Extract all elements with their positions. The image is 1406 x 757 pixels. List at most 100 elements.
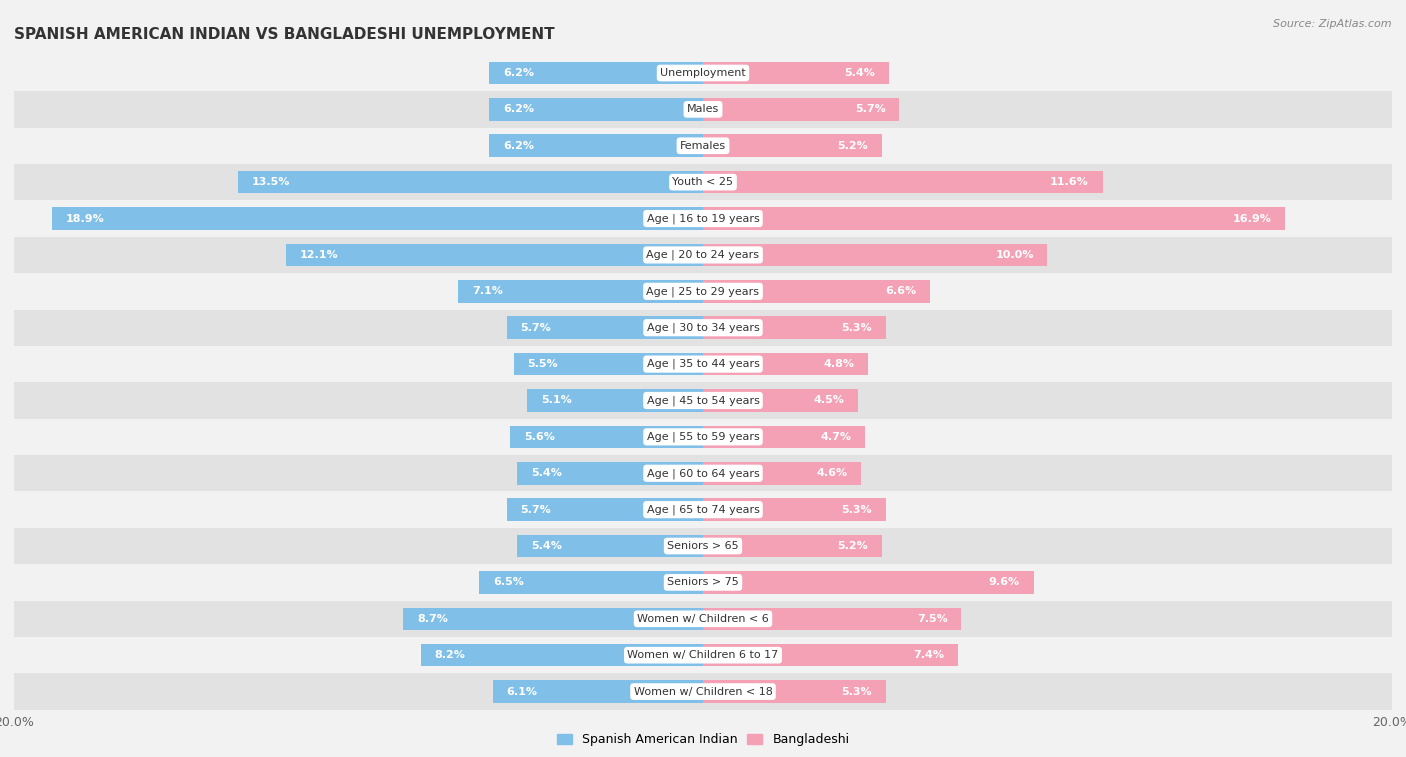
Text: Age | 55 to 59 years: Age | 55 to 59 years [647, 431, 759, 442]
Text: 5.4%: 5.4% [531, 469, 561, 478]
Bar [703, 462, 862, 484]
Bar [703, 534, 882, 557]
Bar [703, 644, 957, 666]
Bar [517, 462, 703, 484]
Bar [703, 498, 886, 521]
Bar [52, 207, 703, 230]
Bar [14, 346, 1392, 382]
Bar [489, 62, 703, 84]
Text: Age | 35 to 44 years: Age | 35 to 44 years [647, 359, 759, 369]
Text: 16.9%: 16.9% [1233, 213, 1271, 223]
Text: 13.5%: 13.5% [252, 177, 290, 187]
Bar [703, 425, 865, 448]
Bar [703, 608, 962, 630]
Text: Females: Females [681, 141, 725, 151]
Bar [703, 62, 889, 84]
Bar [14, 164, 1392, 201]
Bar [513, 353, 703, 375]
Bar [14, 237, 1392, 273]
Text: Women w/ Children < 18: Women w/ Children < 18 [634, 687, 772, 696]
Text: 6.2%: 6.2% [503, 141, 534, 151]
Text: Unemployment: Unemployment [661, 68, 745, 78]
Bar [703, 353, 869, 375]
Text: 5.3%: 5.3% [841, 687, 872, 696]
Text: 4.6%: 4.6% [817, 469, 848, 478]
Text: 5.3%: 5.3% [841, 322, 872, 333]
Bar [703, 207, 1285, 230]
Bar [14, 600, 1392, 637]
Text: Age | 25 to 29 years: Age | 25 to 29 years [647, 286, 759, 297]
Text: 10.0%: 10.0% [995, 250, 1033, 260]
Bar [14, 455, 1392, 491]
Text: 8.7%: 8.7% [418, 614, 449, 624]
Bar [14, 674, 1392, 710]
Text: Age | 45 to 54 years: Age | 45 to 54 years [647, 395, 759, 406]
Text: 7.5%: 7.5% [917, 614, 948, 624]
Bar [703, 316, 886, 339]
Text: Women w/ Children 6 to 17: Women w/ Children 6 to 17 [627, 650, 779, 660]
Text: 8.2%: 8.2% [434, 650, 465, 660]
Bar [703, 244, 1047, 266]
Bar [14, 419, 1392, 455]
Text: 4.5%: 4.5% [813, 395, 844, 406]
Text: 7.1%: 7.1% [472, 286, 503, 296]
Text: Source: ZipAtlas.com: Source: ZipAtlas.com [1274, 19, 1392, 29]
Bar [489, 98, 703, 120]
Text: 5.2%: 5.2% [838, 541, 869, 551]
Bar [14, 528, 1392, 564]
Bar [703, 571, 1033, 593]
Text: 9.6%: 9.6% [988, 578, 1019, 587]
Text: 4.7%: 4.7% [820, 431, 851, 442]
Bar [506, 498, 703, 521]
Bar [287, 244, 703, 266]
Text: Seniors > 75: Seniors > 75 [666, 578, 740, 587]
Bar [703, 280, 931, 303]
Text: Age | 60 to 64 years: Age | 60 to 64 years [647, 468, 759, 478]
Text: Males: Males [688, 104, 718, 114]
Bar [14, 128, 1392, 164]
Bar [14, 91, 1392, 128]
Bar [527, 389, 703, 412]
Text: Age | 65 to 74 years: Age | 65 to 74 years [647, 504, 759, 515]
Text: 5.2%: 5.2% [838, 141, 869, 151]
Bar [420, 644, 703, 666]
Text: 4.8%: 4.8% [824, 359, 855, 369]
Bar [517, 534, 703, 557]
Text: 7.4%: 7.4% [912, 650, 945, 660]
Text: Age | 16 to 19 years: Age | 16 to 19 years [647, 213, 759, 224]
Text: 5.4%: 5.4% [531, 541, 561, 551]
Bar [703, 171, 1102, 194]
Text: 18.9%: 18.9% [66, 213, 104, 223]
Bar [703, 681, 886, 702]
Text: 5.1%: 5.1% [541, 395, 572, 406]
Bar [14, 564, 1392, 600]
Bar [494, 681, 703, 702]
Bar [14, 201, 1392, 237]
Text: 5.4%: 5.4% [845, 68, 875, 78]
Bar [14, 491, 1392, 528]
Text: 5.6%: 5.6% [524, 431, 555, 442]
Text: Women w/ Children < 6: Women w/ Children < 6 [637, 614, 769, 624]
Text: 5.5%: 5.5% [527, 359, 558, 369]
Bar [404, 608, 703, 630]
Text: 5.7%: 5.7% [855, 104, 886, 114]
Text: Seniors > 65: Seniors > 65 [668, 541, 738, 551]
Text: 12.1%: 12.1% [299, 250, 339, 260]
Bar [14, 637, 1392, 674]
Bar [506, 316, 703, 339]
Text: 6.6%: 6.6% [886, 286, 917, 296]
Bar [14, 310, 1392, 346]
Bar [703, 389, 858, 412]
Text: Youth < 25: Youth < 25 [672, 177, 734, 187]
Text: 5.3%: 5.3% [841, 505, 872, 515]
Bar [703, 135, 882, 157]
Text: 5.7%: 5.7% [520, 322, 551, 333]
Bar [703, 98, 900, 120]
Bar [14, 273, 1392, 310]
Legend: Spanish American Indian, Bangladeshi: Spanish American Indian, Bangladeshi [551, 728, 855, 752]
Bar [489, 135, 703, 157]
Text: 6.2%: 6.2% [503, 68, 534, 78]
Text: 5.7%: 5.7% [520, 505, 551, 515]
Bar [479, 571, 703, 593]
Bar [238, 171, 703, 194]
